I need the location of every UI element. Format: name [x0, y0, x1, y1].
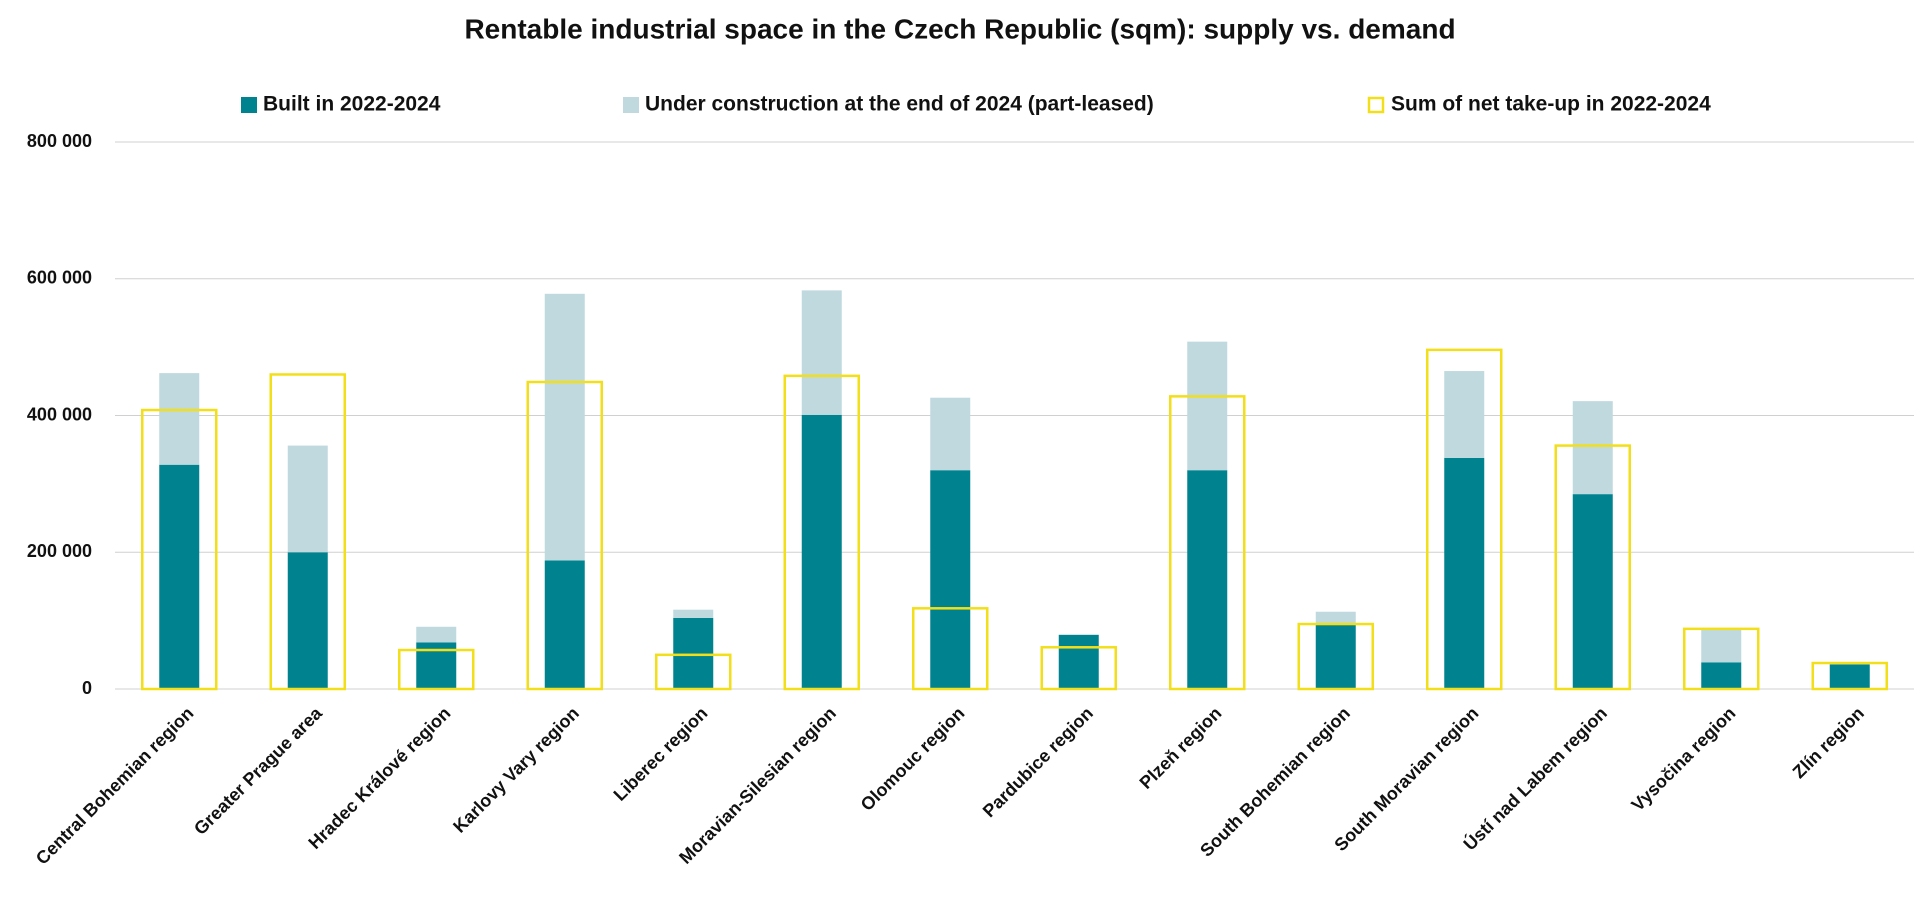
take-up-outline [141, 408, 218, 691]
x-tick-label: Karlovy Vary region [449, 703, 583, 837]
take-up-outline [1426, 348, 1503, 691]
take-up-outline [269, 373, 346, 691]
take-up-outline [912, 607, 989, 691]
legend-label: Under construction at the end of 2024 (p… [645, 93, 1154, 116]
x-tick-label: South Bohemian region [1196, 703, 1354, 861]
bar-segment [801, 290, 842, 415]
bar-segment [1187, 470, 1228, 689]
legend-label: Sum of net take-up in 2022-2024 [1391, 93, 1711, 116]
bar-segment [159, 464, 200, 689]
x-tick-label: Plzeň region [1136, 703, 1226, 793]
take-up-outline [1554, 444, 1631, 691]
bar-segment [1572, 494, 1613, 689]
take-up-outline [398, 648, 475, 691]
take-up-outline [1683, 627, 1760, 691]
bar-segment [1315, 611, 1356, 625]
x-tick-label: Olomouc region [857, 703, 969, 815]
bar-segment [159, 373, 200, 465]
x-tick-label: Central Bohemian region [32, 703, 197, 868]
legend-swatch [1367, 96, 1385, 114]
bar-segment [1315, 624, 1356, 689]
bar-segment [1829, 664, 1870, 689]
bar-segment [1444, 457, 1485, 689]
take-up-outline [1297, 622, 1374, 691]
bar-segment [1701, 628, 1742, 663]
legend-label: Built in 2022-2024 [263, 93, 441, 116]
bar-segment [801, 414, 842, 689]
bar-segment [287, 445, 328, 553]
bar-segment [1701, 662, 1742, 689]
bar-segment [1058, 634, 1099, 635]
bar-segment [287, 552, 328, 689]
x-tick-label: Greater Prague area [190, 702, 327, 839]
bar-segment [544, 293, 585, 561]
y-tick-label: 400 000 [27, 404, 92, 424]
x-tick-label: Pardubice region [979, 703, 1097, 821]
take-up-outline [526, 380, 603, 691]
take-up-outline [655, 653, 732, 691]
x-tick-label: South Moravian region [1330, 703, 1482, 855]
y-tick-label: 800 000 [27, 131, 92, 151]
x-tick-label: Zlín region [1789, 703, 1868, 782]
bar-segment [930, 397, 971, 471]
x-tick-label: Ústí nad Labem region [1459, 702, 1611, 854]
bar-segment [1572, 401, 1613, 495]
chart-title: Rentable industrial space in the Czech R… [464, 13, 1455, 44]
bar-segment [1187, 341, 1228, 471]
take-up-outline [1811, 661, 1888, 691]
bar-segment [673, 617, 714, 689]
take-up-outline [783, 374, 860, 691]
bar-segment [544, 560, 585, 689]
legend-swatch [241, 97, 257, 113]
y-tick-label: 200 000 [27, 541, 92, 561]
legend-swatch [623, 97, 639, 113]
x-tick-label: Hradec Králové region [304, 703, 454, 853]
y-tick-label: 0 [82, 678, 92, 698]
bar-segment [1444, 371, 1485, 458]
bar-segment [416, 626, 457, 643]
x-tick-label: Liberec region [610, 703, 712, 805]
bar-segment [673, 609, 714, 618]
take-up-outline [1040, 646, 1117, 691]
y-tick-label: 600 000 [27, 268, 92, 288]
bar-segment [1058, 634, 1099, 689]
bar-segment [930, 470, 971, 689]
x-tick-label: Vysočina region [1627, 703, 1739, 815]
take-up-outline [1169, 395, 1246, 691]
